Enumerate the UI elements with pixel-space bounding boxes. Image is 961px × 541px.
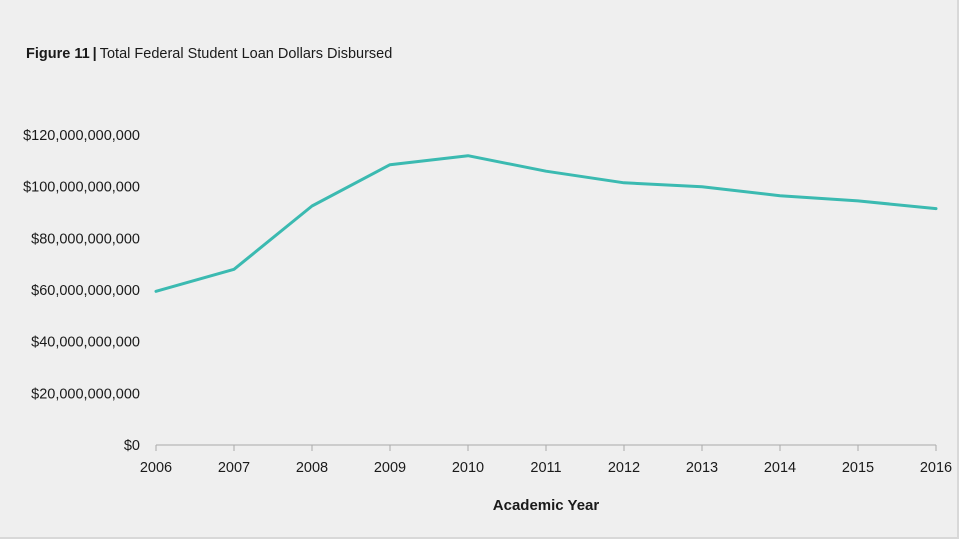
x-tick-label: 2006 — [140, 460, 172, 476]
data-point — [779, 194, 782, 197]
data-point — [545, 170, 548, 173]
x-tick-label: 2008 — [296, 460, 328, 476]
figure-title: Figure 11 | Total Federal Student Loan Dol… — [26, 46, 392, 62]
data-point — [857, 199, 860, 202]
data-point — [155, 290, 158, 293]
data-point — [623, 181, 626, 184]
x-tick-label: 2010 — [452, 460, 484, 476]
x-tick-label: 2013 — [686, 460, 718, 476]
y-tick-label: $0 — [124, 438, 140, 454]
y-tick-label: $100,000,000,000 — [23, 180, 140, 196]
figure-label: Figure 11 — [26, 46, 90, 62]
figure-separator: | — [92, 46, 97, 62]
x-tick-label: 2009 — [374, 460, 406, 476]
x-tick-label: 2016 — [920, 460, 952, 476]
data-point — [233, 268, 236, 271]
y-tick-label: $40,000,000,000 — [31, 335, 140, 351]
data-point — [467, 154, 470, 157]
x-tick-label: 2007 — [218, 460, 250, 476]
data-point — [701, 185, 704, 188]
data-point — [389, 163, 392, 166]
data-point — [935, 207, 938, 210]
x-tick-label: 2014 — [764, 460, 796, 476]
x-tick-label: 2011 — [530, 460, 561, 476]
figure-title-text: Total Federal Student Loan Dollars Disbu… — [99, 46, 393, 62]
y-tick-label: $80,000,000,000 — [31, 231, 140, 247]
data-point — [311, 205, 314, 208]
x-tick-label: 2015 — [842, 460, 874, 476]
y-tick-label: $60,000,000,000 — [31, 283, 140, 299]
series-line — [154, 154, 938, 293]
y-tick-label: $20,000,000,000 — [31, 386, 140, 402]
x-tick-label: 2012 — [608, 460, 640, 476]
y-tick-label: $120,000,000,000 — [23, 128, 140, 144]
x-axis-title: Academic Year — [493, 497, 600, 514]
